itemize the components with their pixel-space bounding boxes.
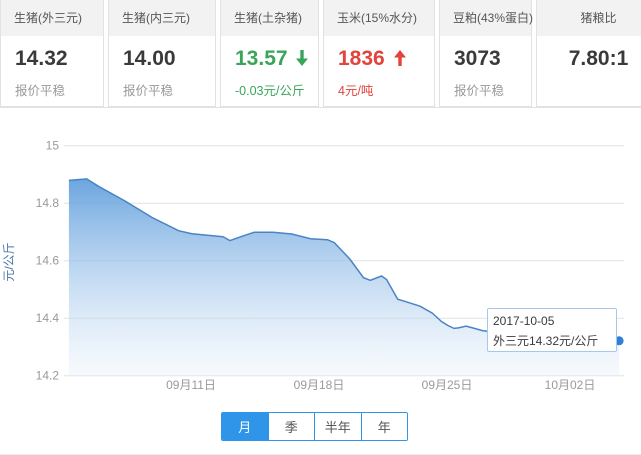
svg-text:15: 15 — [46, 139, 60, 153]
svg-text:09月18日: 09月18日 — [294, 378, 345, 392]
svg-text:09月11日: 09月11日 — [166, 378, 216, 392]
svg-text:元/公斤: 元/公斤 — [2, 242, 16, 281]
svg-text:10月02日: 10月02日 — [545, 378, 596, 392]
svg-text:14.8: 14.8 — [36, 196, 60, 210]
svg-text:09月25日: 09月25日 — [422, 378, 473, 392]
svg-text:14.2: 14.2 — [36, 369, 60, 383]
svg-text:14.4: 14.4 — [36, 311, 60, 325]
svg-text:14.6: 14.6 — [36, 254, 60, 268]
